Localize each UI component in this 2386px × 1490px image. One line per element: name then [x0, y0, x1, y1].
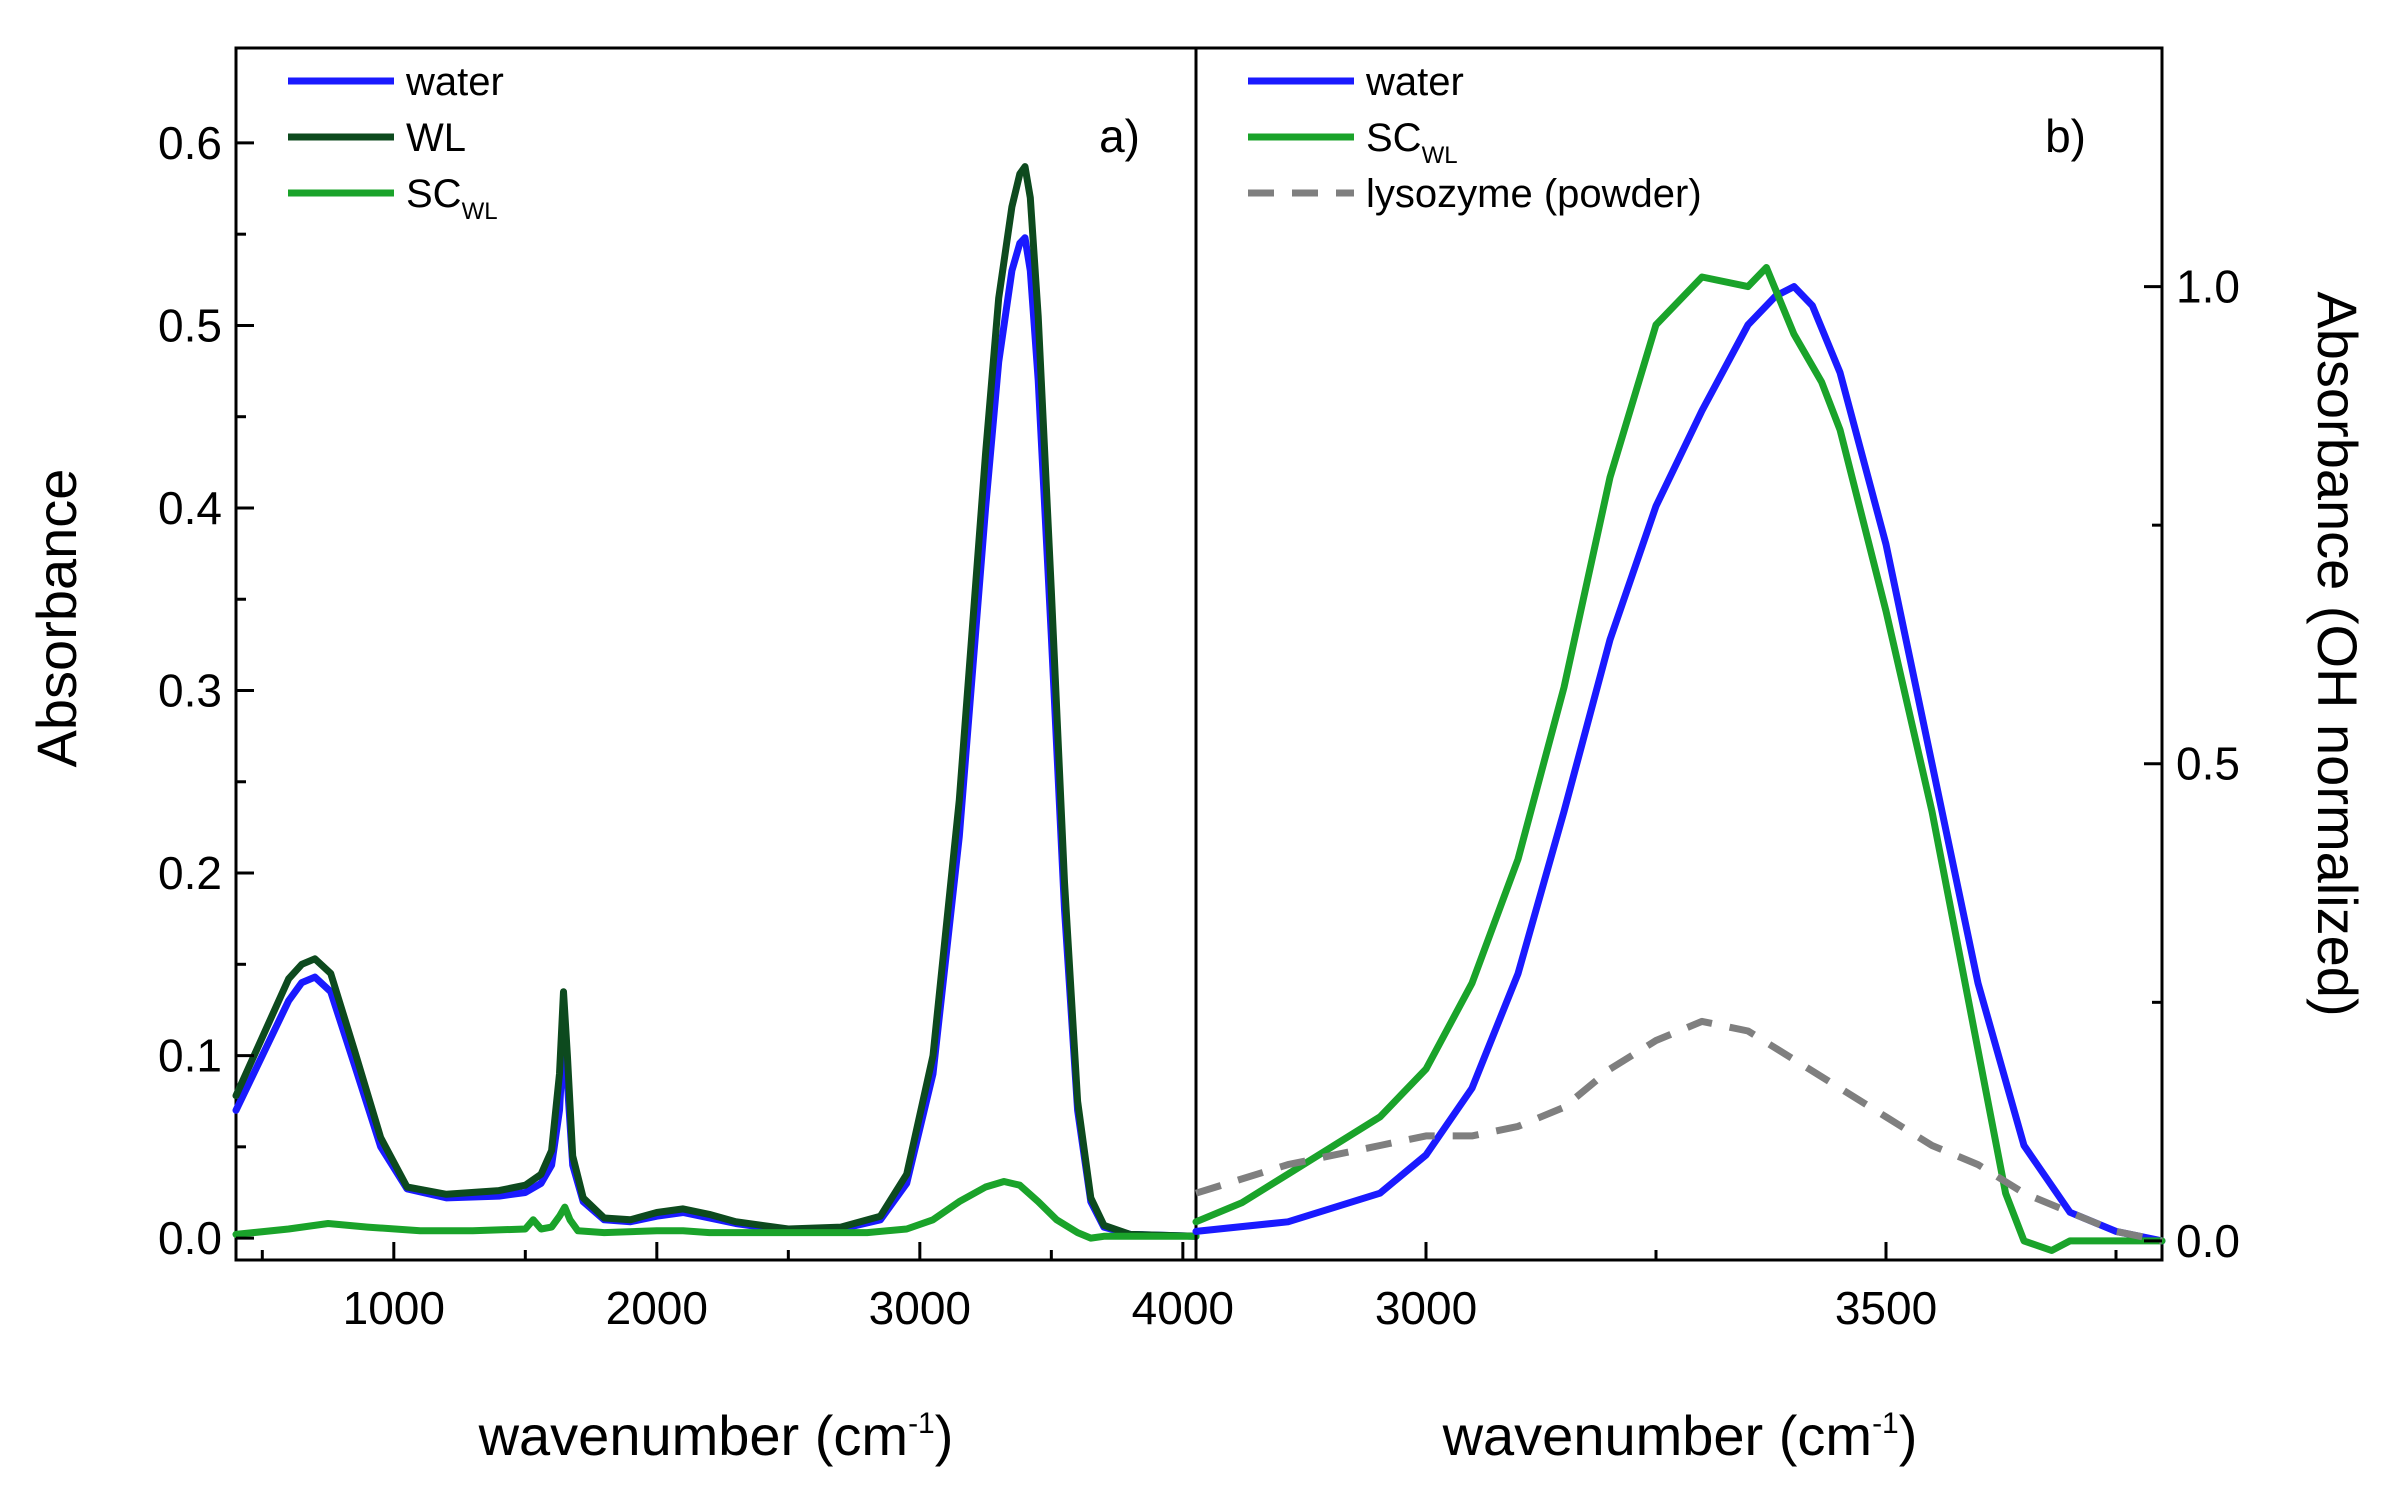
y-tick-label: 0.5 — [2176, 738, 2240, 790]
panel-a-x-axis-title: wavenumber (cm-1) — [478, 1404, 954, 1467]
panel-b-frame — [1194, 46, 2164, 1262]
x-tick-label: 3000 — [869, 1282, 971, 1334]
y-tick-label: 0.0 — [2176, 1215, 2240, 1267]
legend-label: SCWL — [406, 172, 498, 225]
panel-b-y-axis-title: Absorbance (OH normalized) — [2306, 291, 2369, 1016]
panel-b-ticks: 3000 3500 0.0 0.5 1.0 — [1194, 261, 2240, 1334]
panel-b-series — [1192, 264, 2166, 1254]
series-line-wl — [232, 163, 1200, 1240]
legend-label: water — [1365, 60, 1464, 104]
series-line-scwl — [1192, 264, 2166, 1254]
panel-a-label: a) — [1099, 110, 1140, 162]
panel-a-series — [232, 163, 1200, 1242]
y-tick-label: 1.0 — [2176, 261, 2240, 313]
y-tick-label: 0.6 — [158, 117, 222, 169]
legend-label: water — [405, 60, 504, 104]
y-tick-label: 0.2 — [158, 847, 222, 899]
panel-b-x-axis-title: wavenumber (cm-1) — [1442, 1404, 1918, 1467]
x-tick-label: 2000 — [606, 1282, 708, 1334]
series-line-water — [232, 234, 1200, 1240]
series-line-lysozyme-powder- — [1194, 1017, 2163, 1245]
panel-a: 1000 2000 3000 4000 0.0 0.1 0.2 0.3 0.4 0.5 0.6 wa… — [25, 46, 1234, 1467]
panel-b-label: b) — [2045, 110, 2086, 162]
legend-label: SCWL — [1366, 116, 1458, 169]
panel-a-y-axis-title: Absorbance — [25, 469, 88, 768]
y-tick-label: 0.5 — [158, 299, 222, 351]
x-tick-label: 3500 — [1835, 1282, 1937, 1334]
y-tick-label: 0.4 — [158, 482, 222, 534]
panel-a-ticks: 1000 2000 3000 4000 0.0 0.1 0.2 0.3 0.4 0.5 0.6 — [158, 117, 1234, 1334]
panel-a-legend: water WL SCWL — [288, 60, 504, 225]
y-tick-label: 0.1 — [158, 1030, 222, 1082]
x-tick-label: 4000 — [1132, 1282, 1234, 1334]
y-tick-label: 0.3 — [158, 665, 222, 717]
legend-label: lysozyme (powder) — [1366, 172, 1702, 216]
x-tick-label: 3000 — [1375, 1282, 1477, 1334]
series-line-water — [1192, 283, 2166, 1245]
legend-label: WL — [406, 116, 466, 160]
series-line-scwl — [232, 1178, 1200, 1242]
y-tick-label: 0.0 — [158, 1212, 222, 1264]
x-tick-label: 1000 — [343, 1282, 445, 1334]
